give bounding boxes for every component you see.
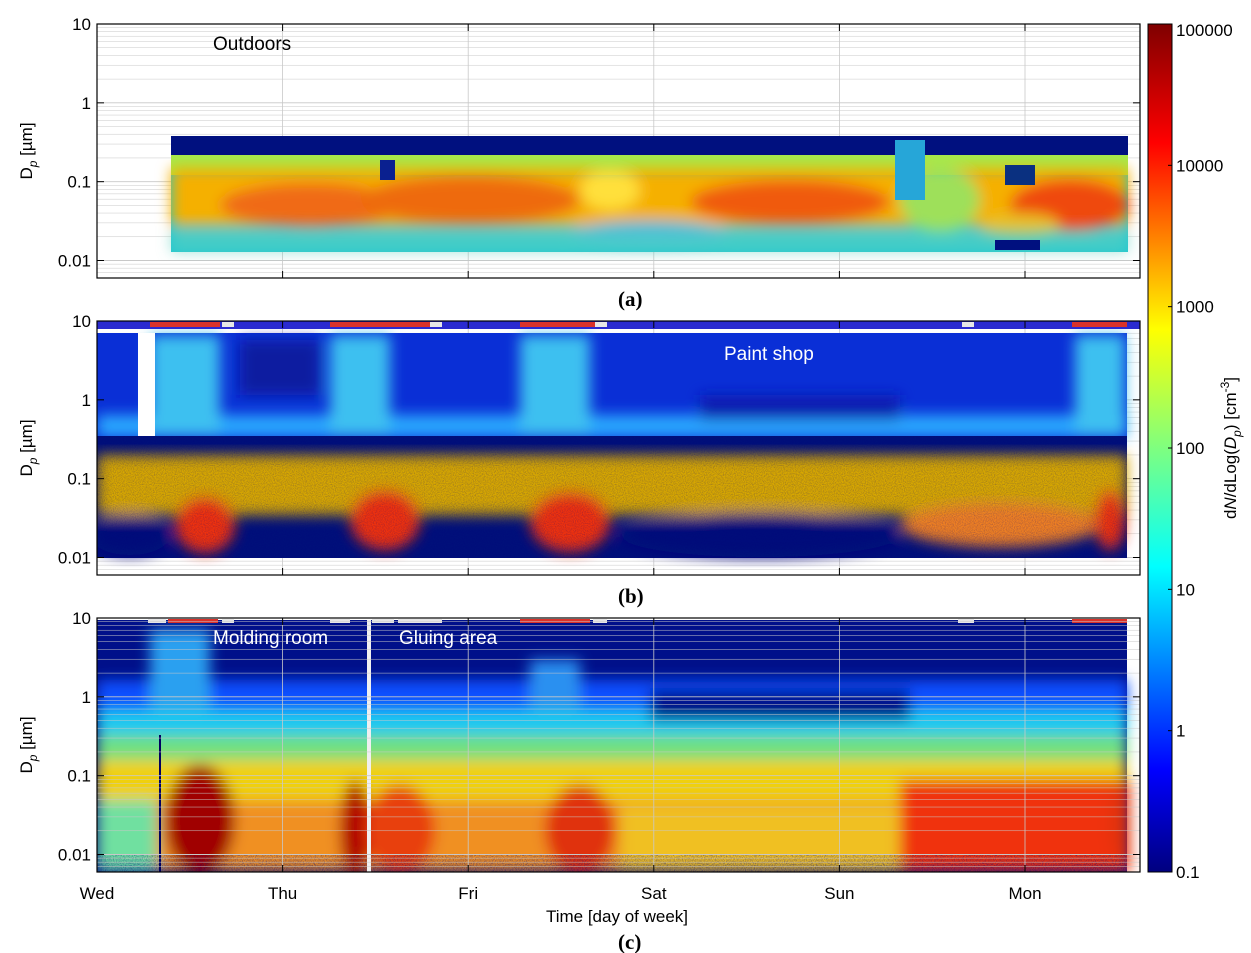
annotation-outdoors: Outdoors [213,34,291,55]
x-ticks: Wed Thu Fri Sat Sun Mon [80,618,1042,903]
heatmap-outdoors [171,136,1130,252]
y-tick-label: 0.01 [58,549,91,568]
y-axis-label: Dp [µm] [17,419,40,476]
x-tick-label: Mon [1008,884,1041,903]
y-ticks: 0.01 0.1 1 10 [58,609,1140,865]
panel-label-b: (b) [618,584,644,608]
y-tick-label: 0.01 [58,846,91,865]
heatmap-paint-shop [97,321,1140,558]
x-tick-label: Fri [458,884,478,903]
y-tick-label: 10 [72,312,91,331]
x-tick-label: Sun [824,884,854,903]
y-ticks: 0.01 0.1 1 10 [58,15,1140,271]
x-axis-label: Time [day of week] [546,907,688,926]
panel-label-a: (a) [618,287,643,311]
plot-frame [96,617,1141,873]
heatmap-molding-gluing [97,619,1130,872]
panel-label-c: (c) [618,930,641,953]
annotation-gluing-area: Gluing area [399,628,498,649]
x-tick-label: Wed [80,884,115,903]
panel-molding-gluing: 0.01 0.1 1 10 Wed Thu Fri Sat Sun Mon Dp [µm] Mo… [17,609,1141,953]
y-tick-label: 0.1 [67,767,91,786]
y-tick-label: 0.1 [67,470,91,489]
y-axis-label: Dp [µm] [17,716,40,773]
colorbar-tick-label: 100 [1176,439,1204,458]
annotation-molding-room: Molding room [213,628,328,649]
x-ticks-upper [96,24,1026,575]
colorbar-tick-label: 0.1 [1176,863,1200,882]
panel-outdoors: 0.01 0.1 1 10 Dp [µm] Outdoors (a) [17,15,1141,311]
grid-lines [97,617,1140,873]
colorbar-ticks: 0.1 1 10 100 1000 10000 100000 [1168,21,1233,882]
panel-paint-shop: 0.01 0.1 1 10 Dp [µm] Paint shop (b) [17,312,1141,608]
colorbar-tick-label: 1000 [1176,298,1214,317]
y-tick-label: 0.01 [58,252,91,271]
y-tick-label: 1 [82,688,91,707]
y-tick-label: 1 [82,94,91,113]
annotation-paint-shop: Paint shop [724,344,814,365]
plot-frame [96,23,1141,279]
y-ticks: 0.01 0.1 1 10 [58,312,1140,568]
x-tick-label: Sat [641,884,667,903]
colorbar: 0.1 1 10 100 1000 10000 100000 dN/dLog(Dp) [cm… [1147,21,1244,882]
y-axis-label: Dp [µm] [17,122,40,179]
colorbar-tick-label: 10000 [1176,156,1223,175]
colorbar-label: dN/dLog(Dp) [cm-3] [1218,377,1244,519]
y-tick-label: 10 [72,15,91,34]
y-tick-label: 10 [72,609,91,628]
colorbar-tick-label: 1 [1176,722,1185,741]
colorbar-tick-label: 100000 [1176,21,1233,40]
x-tick-label: Thu [268,884,297,903]
y-tick-label: 0.1 [67,173,91,192]
plot-frame [96,320,1141,576]
colorbar-tick-label: 10 [1176,580,1195,599]
y-tick-label: 1 [82,391,91,410]
